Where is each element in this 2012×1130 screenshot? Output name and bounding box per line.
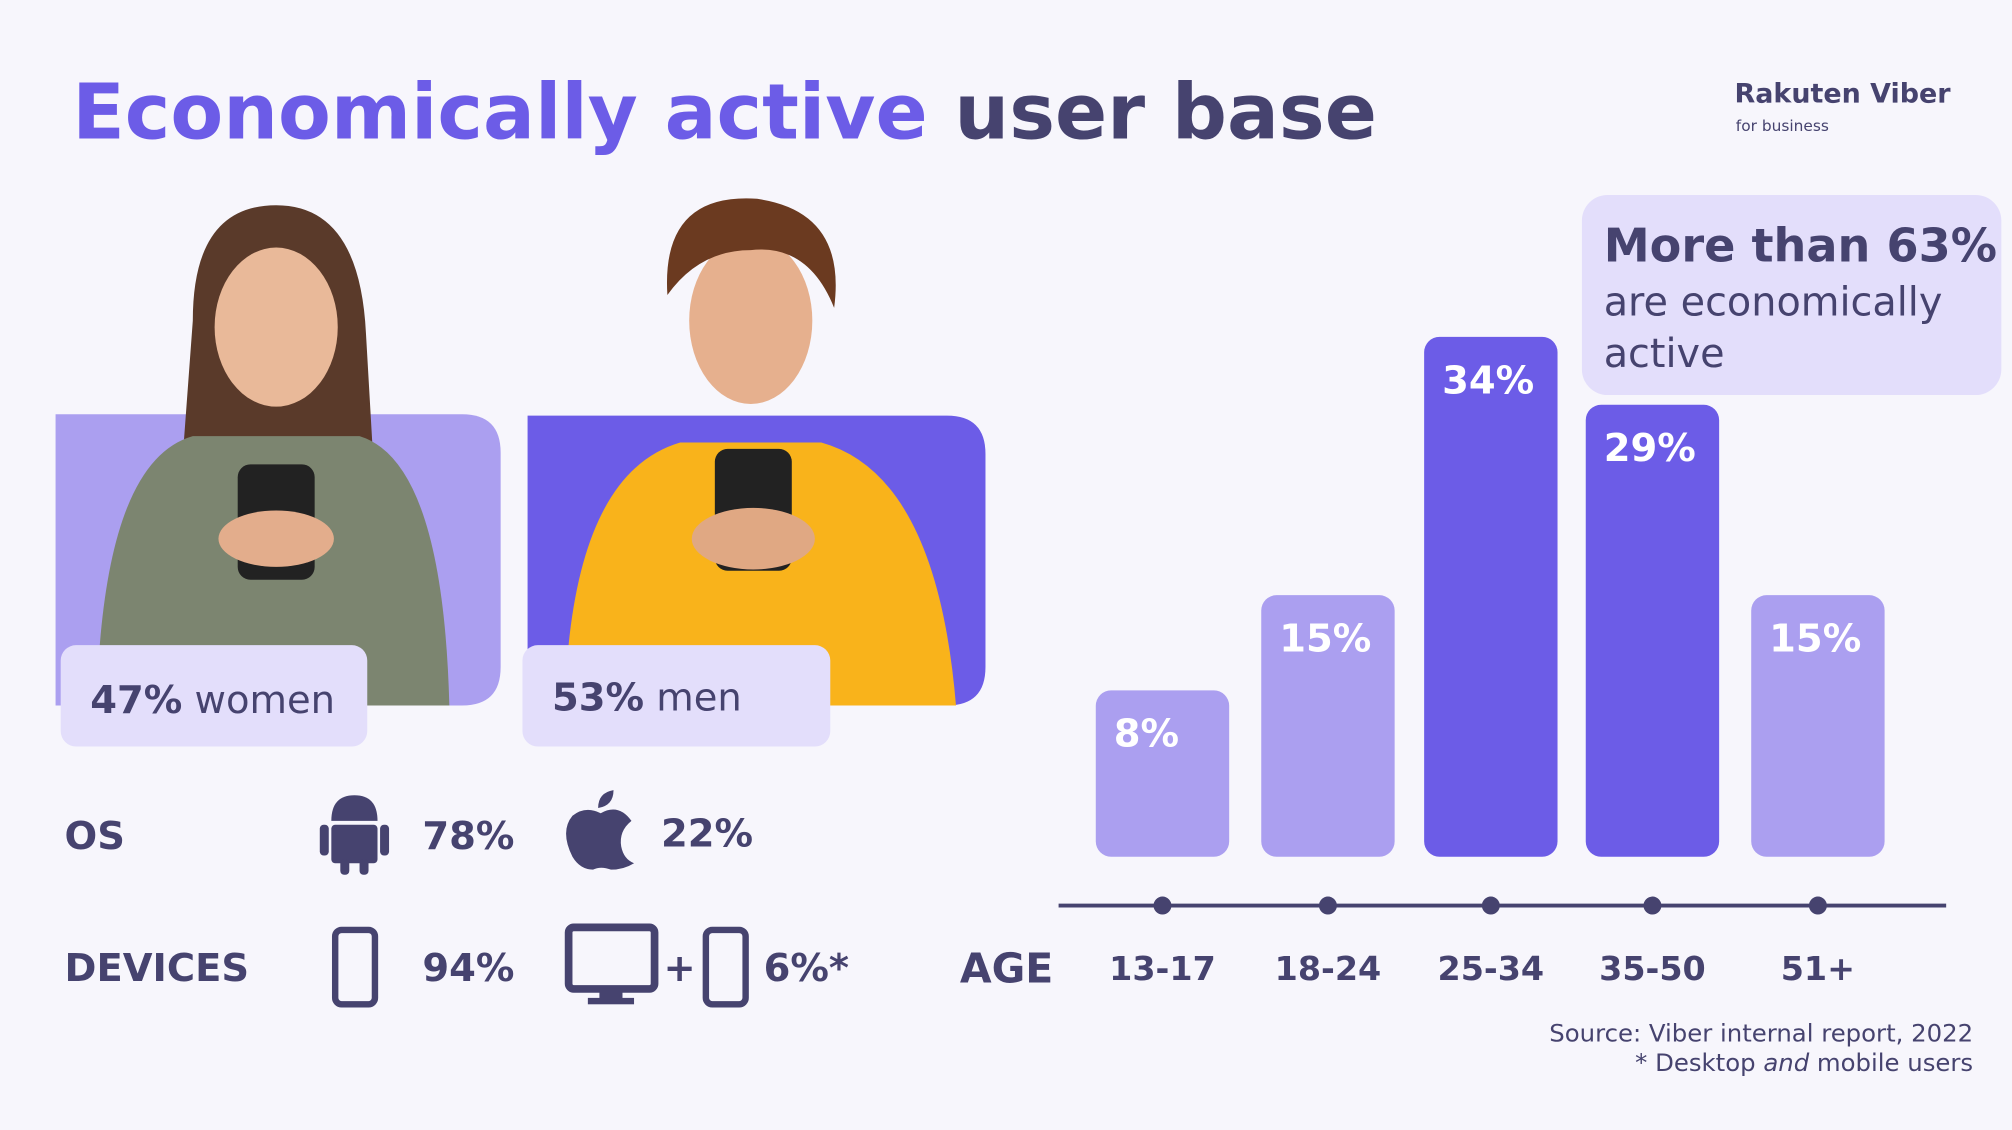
women-label: 47% women	[90, 678, 335, 723]
android-share: 78%	[422, 814, 514, 859]
footnote-end: mobile users	[1817, 1048, 1973, 1077]
desktop-share: 6%*	[764, 946, 849, 991]
title: Economically active user base	[72, 69, 1377, 158]
footnote: * Desktop and mobile users	[1635, 1048, 1973, 1077]
women-share: 47%	[90, 678, 182, 723]
women-text: women	[195, 678, 336, 723]
men-label-box	[522, 645, 831, 747]
bar-value-label: 29%	[1604, 426, 1696, 471]
bar	[1424, 336, 1558, 857]
women-label-box	[60, 645, 368, 747]
bar-value-label: 34%	[1442, 358, 1534, 403]
men-label: 53% men	[552, 676, 742, 721]
bar	[1261, 595, 1395, 857]
title-highlight: Economically active	[72, 69, 927, 158]
axis-dot	[1643, 896, 1662, 915]
bar	[1095, 690, 1230, 857]
desktop-icon	[564, 923, 659, 1005]
men-share: 53%	[552, 676, 644, 721]
apple-icon	[566, 790, 635, 870]
apple-share: 22%	[661, 812, 753, 857]
axis-dot	[1481, 896, 1500, 915]
axis-dot	[1153, 896, 1172, 915]
bar-value-label: 15%	[1279, 617, 1371, 662]
footnote-start: * Desktop	[1635, 1048, 1755, 1077]
bar-value-label: 15%	[1769, 617, 1861, 662]
phone-icon	[331, 926, 379, 1008]
footnote-italic: and	[1763, 1048, 1809, 1077]
men-text: men	[656, 676, 742, 721]
callout-line: are economically	[1604, 280, 1943, 326]
callout-headline: More than 63%	[1604, 219, 1997, 273]
bar	[1585, 404, 1720, 857]
x-tick-label: 35-50	[1599, 949, 1706, 988]
axis-label: AGE	[960, 944, 1053, 992]
x-tick-label: 13-17	[1109, 949, 1216, 988]
callout-box	[1581, 194, 2002, 396]
woman-figure	[96, 205, 450, 706]
devices-label: DEVICES	[65, 946, 250, 991]
os-label: OS	[65, 814, 125, 859]
bars: 8% 13-17 15% 18-24 34% 25-34 29% 35-50 15% 51+	[1095, 336, 1885, 988]
callout-line: active	[1604, 331, 1725, 377]
x-tick-label: 18-24	[1275, 949, 1382, 988]
man-figure	[564, 198, 956, 706]
source: Source: Viber internal report, 2022	[1549, 1018, 1973, 1047]
axis-dot	[1808, 896, 1827, 915]
logo-sub: for business	[1736, 117, 1829, 135]
android-icon	[319, 795, 390, 875]
axis-dot	[1318, 896, 1337, 915]
x-tick-label: 51+	[1781, 949, 1855, 988]
plus: +	[664, 946, 696, 991]
title-rest: user base	[954, 69, 1376, 158]
phone-icon-2	[702, 926, 749, 1008]
mobile-share: 94%	[422, 946, 514, 991]
bar	[1751, 595, 1885, 857]
x-tick-label: 25-34	[1438, 949, 1545, 988]
bar-value-label: 8%	[1114, 712, 1179, 757]
logo: Rakuten Viber	[1735, 79, 1952, 110]
